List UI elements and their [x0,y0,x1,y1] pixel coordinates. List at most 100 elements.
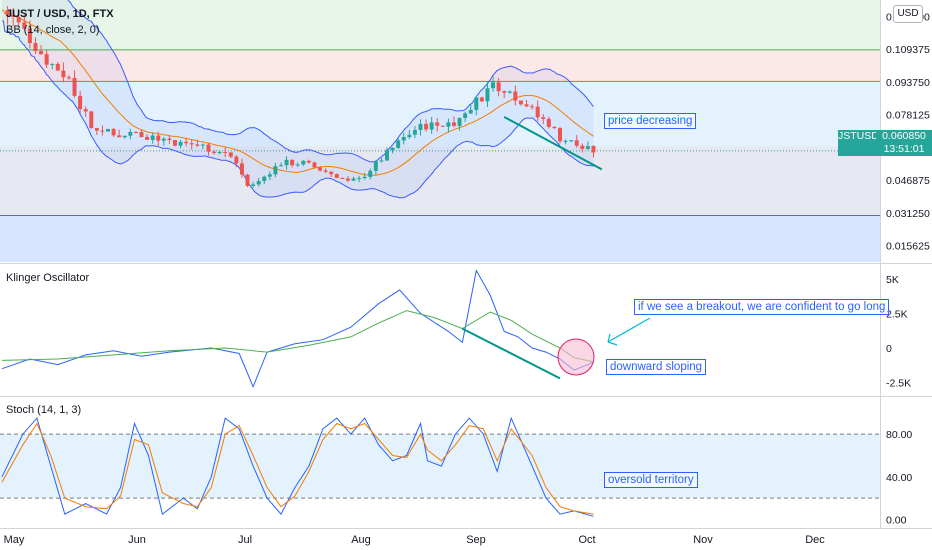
bb-indicator-label: BB (14, close, 2, 0) [6,24,100,36]
candle-body [184,141,189,144]
breakout-arrow [607,317,651,346]
candle-body [245,174,250,186]
candle-body [306,160,311,163]
candle-body [552,126,557,129]
candle-body [89,111,94,128]
price-trendline [503,116,603,171]
candle-body [22,22,27,29]
candle-body [128,131,133,136]
note-downward-sloping[interactable]: downward sloping [606,359,707,375]
last-price-countdown: 13:51:01 [883,143,925,155]
candle-body [585,146,590,149]
candle-body [206,144,211,152]
candle-body [66,77,71,79]
klinger-tick-label: 2.5K [886,308,908,320]
zone-3 [0,215,880,262]
candle-body [72,77,77,96]
candle-body [262,176,267,182]
candle-body [351,178,356,181]
price-pane[interactable] [0,0,880,262]
note-oversold[interactable]: oversold territory [604,472,698,488]
time-tick-label: Jun [128,534,146,546]
candle-body [440,125,445,127]
klinger-tick-label: -2.5K [886,378,911,390]
candle-body [5,10,10,16]
candle-body [156,135,161,141]
candle-body [16,17,21,23]
stoch-pane[interactable] [0,396,932,517]
candle-body [396,140,401,148]
candle-body [424,123,429,130]
candle-body [407,134,412,137]
candle-body [535,106,540,118]
candle-body [457,117,462,126]
time-tick-label: Jul [238,534,252,546]
zone-0 [0,0,880,50]
bb-lower [1,20,594,199]
candle-body [11,15,16,18]
candle-body [479,97,484,102]
candle-body [563,140,568,142]
candle-body [541,117,546,120]
stoch-tick-label: 0.00 [886,514,907,526]
stoch-panel-title: Stoch (14, 1, 3) [6,404,82,416]
candle-body [524,104,529,107]
note-price-decreasing[interactable]: price decreasing [604,113,697,129]
stoch-tick-label: 80.00 [886,429,912,441]
bb-basis [2,9,594,176]
zone-1 [0,49,880,82]
time-tick-label: Sep [466,534,486,546]
klinger-pane[interactable] [0,263,932,389]
candle-body [530,106,535,108]
klinger-signal-line [1,310,594,363]
currency-button[interactable]: USD [893,5,923,23]
note-breakout[interactable]: if we see a breakout, we are confident t… [634,299,890,315]
candle-body [133,131,138,133]
candle-body [513,91,518,101]
candle-body [267,174,272,177]
symbol-title: JUST / USD, 1D, FTX [6,8,114,20]
klinger-trendline [461,327,561,380]
time-tick-label: Nov [693,534,713,546]
candle-body [78,95,83,110]
candle-body [418,123,423,130]
candle-body [546,119,551,127]
last-price-symbol-tag: JSTUSD [838,130,879,156]
last-price-symbol: JSTUSD [838,130,879,142]
price-tick-label: 0.015625 [886,241,930,253]
candle-body [385,150,390,161]
stoch-band [0,434,880,499]
candle-body [295,164,300,166]
candle-body [485,88,490,102]
candle-body [334,174,339,178]
candle-body [145,136,150,140]
candle-body [178,141,183,146]
candle-body [161,138,166,141]
candle-body [117,135,122,138]
candle-body [167,138,172,141]
candle-body [474,97,479,110]
candle-body [200,144,205,146]
candle-body [273,166,278,175]
candle-body [301,160,306,165]
candle-body [463,113,468,118]
candle-body [284,159,289,166]
candle-body [340,177,345,179]
candle-body [518,100,523,105]
candle-body [94,127,99,131]
price-tick-label: 0.078125 [886,110,930,122]
candle-body [558,128,562,142]
candle-body [357,178,362,180]
candle-body [580,145,585,149]
candle-body [172,140,177,146]
candle-body [106,128,111,132]
price-tick-label: 0.093750 [886,77,930,89]
stoch-pD-line [1,422,594,515]
klinger-tick-label: 5K [886,274,899,286]
candle-body [507,91,512,93]
candle-body [345,178,350,181]
time-tick-label: Oct [578,534,595,546]
candle-body [312,162,317,168]
candle-body [451,122,456,126]
candle-body [33,43,38,51]
